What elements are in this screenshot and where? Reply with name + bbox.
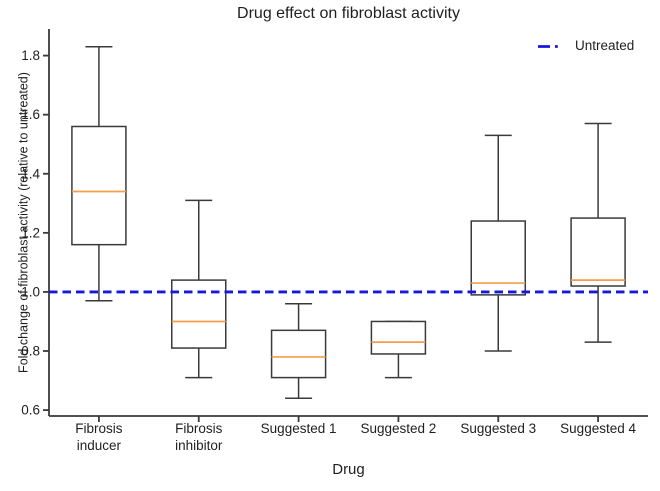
box-3: [270, 329, 327, 379]
dashed-line-icon: [538, 44, 566, 48]
x-tick-label: Suggested 1: [261, 421, 337, 436]
x-tick-label: Fibrosis: [75, 421, 123, 436]
box-6: [570, 217, 626, 287]
y-tick-label: 1.4: [21, 166, 40, 181]
legend-label: Untreated: [575, 38, 635, 53]
x-tick-label: Suggested 3: [460, 421, 536, 436]
x-tick-label: Fibrosis: [175, 421, 223, 436]
box-4: [370, 320, 427, 355]
y-tick-label: 1.2: [21, 225, 40, 240]
x-tick-label: inhibitor: [175, 438, 223, 453]
y-tick-label: 1.0: [21, 284, 40, 299]
x-axis-label: Drug: [332, 461, 365, 478]
y-tick-label: 1.6: [21, 107, 40, 122]
box-1: [71, 125, 127, 246]
legend: Untreated: [537, 37, 634, 54]
y-tick-label: 0.6: [21, 403, 40, 418]
y-tick-label: 0.8: [21, 344, 40, 359]
y-tick-label: 1.8: [21, 48, 40, 63]
x-tick-label: Suggested 2: [361, 421, 437, 436]
y-axis-label: Fold change of fibroblast activity (rela…: [16, 72, 31, 373]
chart-title: Drug effect on fibroblast activity: [237, 5, 460, 22]
box-2: [171, 279, 227, 349]
x-tick-label: Suggested 4: [560, 421, 636, 436]
x-tick-label: inducer: [77, 438, 122, 453]
